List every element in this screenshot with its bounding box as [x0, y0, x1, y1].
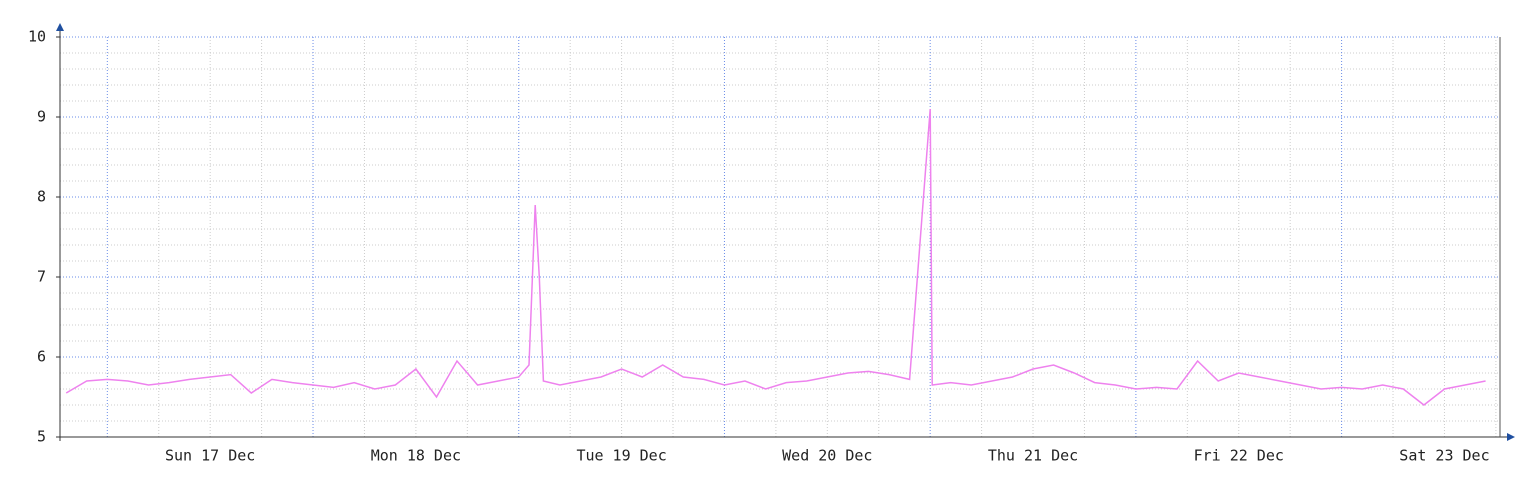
x-tick-label: Wed 20 Dec — [782, 447, 872, 465]
x-tick-label: Tue 19 Dec — [576, 447, 666, 465]
y-arrow — [56, 23, 64, 31]
x-tick-label: Mon 18 Dec — [371, 447, 461, 465]
y-tick-label: 5 — [37, 428, 46, 446]
y-tick-label: 8 — [37, 188, 46, 206]
y-tick-label: 9 — [37, 108, 46, 126]
y-tick-label: 10 — [28, 28, 46, 46]
y-tick-label: 6 — [37, 348, 46, 366]
x-tick-label: Fri 22 Dec — [1194, 447, 1284, 465]
y-tick-label: 7 — [37, 268, 46, 286]
x-tick-label: Sat 23 Dec — [1399, 447, 1489, 465]
x-tick-label: Thu 21 Dec — [988, 447, 1078, 465]
x-tick-label: Sun 17 Dec — [165, 447, 255, 465]
series-line — [65, 108, 1486, 406]
x-arrow — [1507, 433, 1515, 441]
